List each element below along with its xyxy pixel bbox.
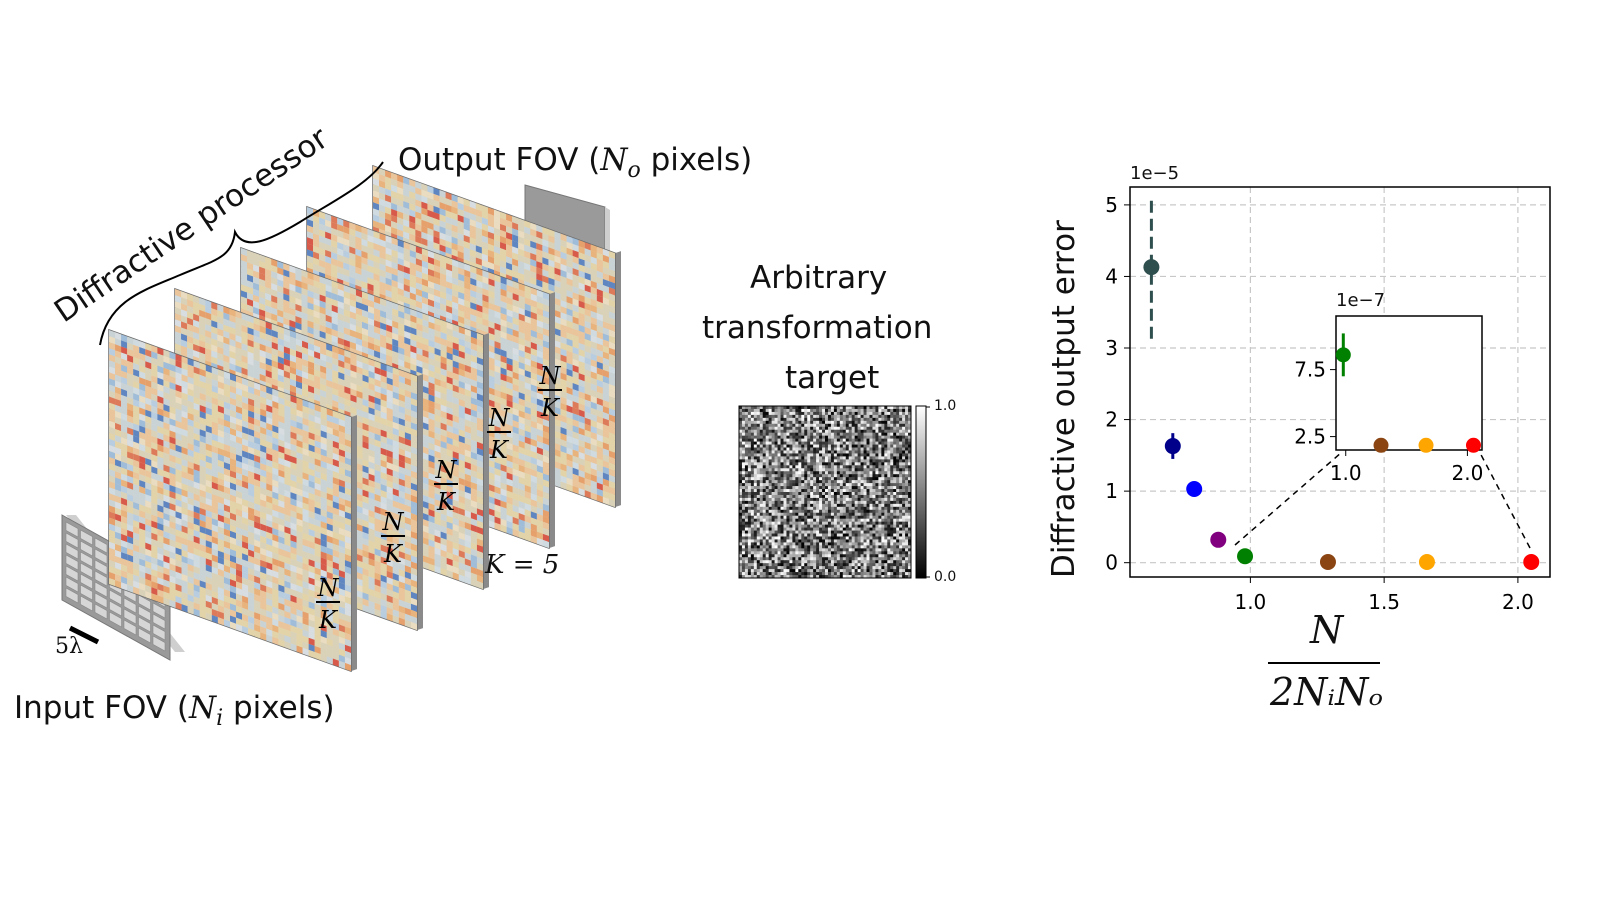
y-tick-label: 5 [1105, 193, 1118, 217]
target-title-line3: target [785, 360, 879, 396]
target-colorbar [916, 406, 930, 578]
layer-size-numerator: N [435, 456, 458, 484]
inset-data-point [1374, 438, 1389, 453]
layer-size-denominator: K [383, 540, 404, 568]
y-tick-label: 3 [1105, 336, 1118, 360]
colorbar-max: 1.0 [934, 398, 956, 414]
data-point [1320, 554, 1336, 570]
data-point [1210, 532, 1226, 548]
zoom-connector [1480, 452, 1530, 548]
data-point [1165, 438, 1181, 454]
layer-size-numerator: N [382, 508, 405, 536]
layer-size-numerator: N [539, 362, 562, 390]
error-chart: 1.0 1.5 2.0 0 1 2 3 4 5 1.0 2.0 2.5 7.5 [1105, 187, 1550, 663]
chart-ylabel: Diffractive output error [1046, 220, 1082, 578]
pixel-pitch-label: 5λ [55, 634, 83, 659]
layer-size-denominator: K [436, 488, 457, 516]
chart-xlabel-numerator: N [1310, 608, 1343, 652]
inset-scale-note: 1e−7 [1336, 290, 1385, 311]
k-label: K = 5 [485, 550, 559, 580]
layer-size-numerator: N [317, 574, 340, 602]
layer-size-denominator: K [489, 436, 510, 464]
inset-data-point [1336, 347, 1351, 362]
colorbar-min: 0.0 [934, 569, 956, 585]
inset-y-tick-label: 7.5 [1294, 358, 1326, 382]
zoom-connector [1235, 452, 1342, 545]
input-fov-label: Input FOV (Ni pixels) [14, 690, 335, 731]
x-tick-label: 2.0 [1502, 590, 1534, 614]
x-tick-label: 1.5 [1368, 590, 1400, 614]
y-tick-label: 2 [1105, 408, 1118, 432]
inset-data-point [1419, 438, 1434, 453]
x-tick-label: 1.0 [1234, 590, 1266, 614]
y-tick-label: 1 [1105, 479, 1118, 503]
data-point [1419, 554, 1435, 570]
data-point [1237, 548, 1253, 564]
output-fov-label: Output FOV (No pixels) [398, 142, 752, 183]
target-matrix [739, 406, 911, 578]
data-point [1523, 554, 1539, 570]
chart-xlabel-denominator: 2NᵢNₒ [1270, 670, 1383, 714]
target-title-line2: transformation [702, 310, 932, 346]
data-point [1143, 259, 1159, 275]
layer-size-numerator: N [488, 404, 511, 432]
inset-chart: 1.0 2.0 2.5 7.5 [1294, 316, 1483, 485]
inset-data-point [1466, 438, 1481, 453]
target-title-line1: Arbitrary [750, 260, 887, 296]
y-tick-label: 4 [1105, 264, 1118, 288]
y-tick-label: 0 [1105, 551, 1118, 575]
chart-scale-note: 1e−5 [1130, 163, 1179, 184]
inset-x-tick-label: 1.0 [1330, 461, 1362, 485]
inset-x-tick-label: 2.0 [1451, 461, 1483, 485]
layer-size-denominator: K [318, 606, 339, 634]
inset-y-tick-label: 2.5 [1294, 425, 1326, 449]
inset-frame [1336, 316, 1482, 450]
layer-size-denominator: K [540, 394, 561, 422]
data-point [1186, 481, 1202, 497]
